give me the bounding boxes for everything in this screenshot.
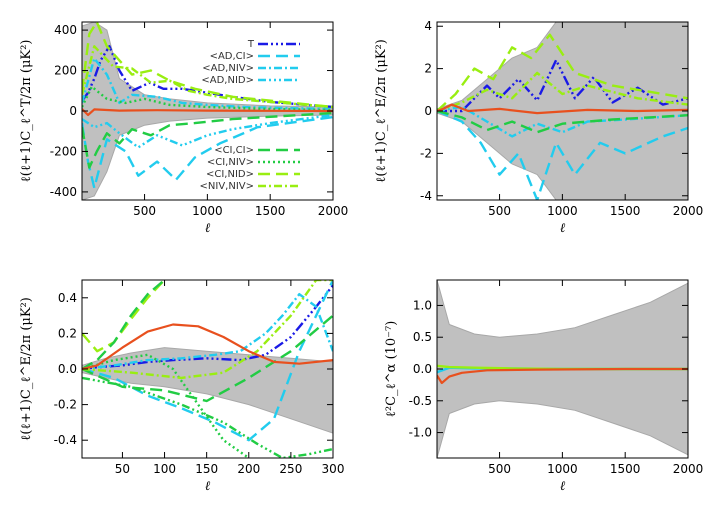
x-tick-label: 300 <box>322 462 345 476</box>
legend-label: <AD,NIV> <box>202 63 254 74</box>
series-line-t <box>82 45 333 109</box>
y-tick-label: 2 <box>424 62 432 76</box>
series-line-solid-9 <box>82 323 333 371</box>
y-tick-label: 1.0 <box>413 298 432 312</box>
x-axis-label: ℓ <box>205 479 211 494</box>
series-line-ci-nid <box>82 22 333 109</box>
y-tick-label: -0.5 <box>409 394 432 408</box>
y-tick-label: 0 <box>69 104 77 118</box>
series-line-ci-nid <box>82 280 166 353</box>
legend-label: <AD,NID> <box>201 75 254 86</box>
y-tick-label: -2 <box>420 146 432 160</box>
panel-alpha: 500 1000 1500 2000 -1.0 -0.5 0.0 0.5 1.0 ℓ ℓ²C_ℓ^α… <box>384 279 704 494</box>
y-tick-label: -200 <box>50 144 77 158</box>
x-tick-label: 150 <box>195 462 218 476</box>
series-line-ci-ci <box>437 109 688 134</box>
series-line-ci-niv <box>82 85 333 112</box>
panel-e-polarization: 500 1000 1500 2000 -4 -2 0 2 4 ℓ ℓ(ℓ+1)C_ℓ^E/2π (μ… <box>374 19 703 236</box>
x-tick-label: 1000 <box>192 204 223 218</box>
legend-label: <CI,NIV> <box>207 157 254 168</box>
series-line-solid-8 <box>82 108 333 117</box>
x-tick-label: 50 <box>115 462 130 476</box>
x-tick-label: 1500 <box>255 204 286 218</box>
x-tick-label: 250 <box>279 462 302 476</box>
legend-label: <AD,CI> <box>210 51 254 62</box>
x-tick-label: 1500 <box>610 204 641 218</box>
panel-e-polarization-zoom: 50 100 150 200 250 300 -0.4 -0.2 0.0 0.2 0.4 ℓ ℓ(ℓ+1… <box>19 279 345 494</box>
series-line-ci-niv <box>82 353 250 458</box>
series-line-niv-niv <box>82 45 333 109</box>
y-tick-label: 400 <box>54 23 77 37</box>
series-line-niv-niv <box>82 280 333 380</box>
series-line-ci-nid <box>437 33 688 112</box>
legend-label: <CI,CI> <box>214 145 254 156</box>
x-tick-label: 2000 <box>673 204 704 218</box>
y-tick-label: 0.0 <box>58 362 77 376</box>
y-tick-label: -4 <box>420 189 432 203</box>
y-tick-label: 0.0 <box>413 362 432 376</box>
x-tick-label: 500 <box>488 204 511 218</box>
y-tick-label: -0.2 <box>54 398 77 412</box>
series-line-solid-2 <box>437 367 688 385</box>
series-line-ad-niv <box>82 57 333 111</box>
y-tick-label: 0.4 <box>58 291 77 305</box>
legend-label: T <box>247 39 255 50</box>
x-tick-label: 100 <box>153 462 176 476</box>
legend-label: <CI,NID> <box>206 169 254 180</box>
y-axis-label: ℓ(ℓ+1)C_ℓ^E/2π (μK²) <box>374 39 389 183</box>
y-tick-label: 200 <box>54 64 77 78</box>
x-tick-label: 1500 <box>610 462 641 476</box>
x-tick-label: 500 <box>488 462 511 476</box>
series-line-ad-ci <box>437 109 688 200</box>
y-tick-label: -1.0 <box>409 426 432 440</box>
series-line-solid-6 <box>437 103 688 115</box>
y-tick-label: -0.4 <box>54 433 77 447</box>
x-axis-label: ℓ <box>560 479 566 494</box>
y-axis-label: ℓ²C_ℓ^α (10⁻⁷) <box>384 321 399 418</box>
x-tick-label: 1000 <box>547 204 578 218</box>
series-line-ad-nid <box>82 113 333 149</box>
x-tick-label: 2000 <box>673 462 704 476</box>
series-line-ci-ci-dashed <box>82 280 166 371</box>
y-tick-label: 0.5 <box>413 330 432 344</box>
series-line-niv-niv <box>437 71 688 113</box>
series-line-ad-ci <box>82 280 333 442</box>
x-tick-label: 1000 <box>547 462 578 476</box>
legend-label: <NIV,NIV> <box>200 181 254 192</box>
legend-bottom: <CI,CI><CI,NIV><CI,NID><NIV,NIV> <box>200 145 300 192</box>
y-tick-label: 0.2 <box>58 326 77 340</box>
panel-temperature: 500 1000 1500 2000 -400 -200 0 200 400 ℓ ℓ(ℓ+1)C_ℓ… <box>19 21 349 236</box>
series-line-ci-ci <box>82 111 333 169</box>
series-line-ci-ci <box>82 314 333 403</box>
x-tick-label: 200 <box>237 462 260 476</box>
x-axis-label: ℓ <box>205 221 211 236</box>
x-tick-label: 2000 <box>318 204 349 218</box>
series-line-ad-ci <box>82 115 333 190</box>
x-axis-label: ℓ <box>560 221 566 236</box>
y-axis-label: ℓ(ℓ+1)C_ℓ^T/2π (μK²) <box>19 40 34 183</box>
y-tick-label: 4 <box>424 19 432 33</box>
x-tick-label: 500 <box>133 204 156 218</box>
y-axis-label: ℓ(ℓ+1)C_ℓ^E/2π (μK²) <box>19 297 34 441</box>
series-line-ad-niv <box>82 293 333 371</box>
legend-top: T<AD,CI><AD,NIV><AD,NID> <box>201 39 300 86</box>
y-tick-label: 0 <box>424 104 432 118</box>
y-tick-label: -400 <box>50 185 77 199</box>
series-line-ad-nid <box>82 376 333 458</box>
